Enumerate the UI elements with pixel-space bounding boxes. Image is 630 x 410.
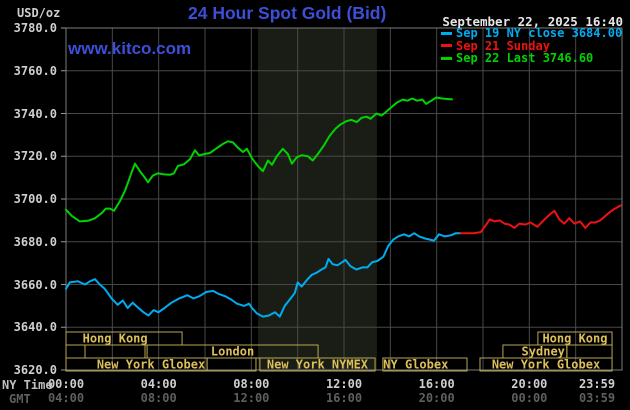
session-label: New York Globex [97, 358, 205, 372]
plot-border [65, 27, 623, 371]
ny-time-tick-label: 16:00 [418, 377, 455, 391]
y-axis-tick-label: 3760.0 [13, 63, 57, 78]
gmt-tick-label: 00:00 [511, 391, 548, 405]
session-box [65, 344, 86, 359]
session-label: New York Globex [492, 358, 600, 372]
session-box [206, 357, 257, 372]
y-axis-tick-label: 3640.0 [13, 320, 57, 335]
ny-time-tick-label: 20:00 [511, 377, 548, 391]
y-axis-unit-label: USD/oz [17, 6, 61, 20]
legend-label: Sep 22 Last 3746.60 [456, 51, 594, 65]
gmt-tick-label: 03:59 [578, 391, 616, 405]
price-line-sep-19-ny-close [65, 232, 462, 318]
y-axis-tick-label: 3620.0 [13, 363, 57, 377]
session-label: London [211, 345, 254, 359]
gmt-tick-label: 04:00 [47, 391, 85, 405]
gmt-tick-label: 16:00 [325, 391, 363, 405]
gmt-tick-label: 08:00 [140, 391, 177, 405]
y-axis-tick-label: 3780.0 [13, 21, 57, 35]
session-label: Hong Kong [83, 332, 148, 346]
session-label: NY Globex [383, 358, 448, 372]
legend-color-dash-icon [441, 56, 452, 60]
legend-color-dash-icon [441, 31, 452, 35]
ny-time-tick-label: 12:00 [325, 377, 363, 391]
kitco-watermark-link[interactable]: www.kitco.com [68, 39, 192, 58]
gmt-tick-label: 20:00 [418, 391, 455, 405]
session-box [84, 344, 146, 359]
y-axis-tick-label: 3720.0 [13, 149, 57, 164]
gmt-tick-label: 12:00 [233, 391, 270, 405]
ny-time-tick-label: 08:00 [233, 377, 270, 391]
session-box [566, 344, 613, 359]
legend-row: Sep 19 NY close 3684.00 [441, 26, 623, 40]
legend-row: Sep 22 Last 3746.60 [441, 51, 622, 65]
legend: Sep 19 NY close 3684.00 Sep 21 Sunday Sep … [441, 26, 623, 65]
y-axis-tick-label: 3660.0 [13, 277, 57, 292]
y-axis-tick-label: 3740.0 [13, 106, 57, 121]
ny-time-axis-label: NY Time [2, 378, 53, 392]
ny-time-tick-label: 04:00 [140, 377, 177, 391]
price-line-sep-22-last [65, 96, 453, 223]
session-label: Hong Kong [542, 332, 607, 346]
y-axis-tick-label: 3680.0 [13, 234, 57, 249]
ny-time-tick-label: 00:00 [47, 377, 85, 391]
legend-color-dash-icon [441, 44, 452, 47]
chart-datetime: September 22, 2025 16:40 [442, 14, 623, 29]
legend-label: Sep 21 Sunday [456, 38, 550, 53]
session-label: New York NYMEX [267, 358, 369, 372]
price-line-sep-21-sunday [459, 204, 622, 235]
legend-label: Sep 19 NY close 3684.00 [456, 26, 623, 40]
legend-row: Sep 21 Sunday [441, 38, 622, 53]
gmt-axis-label: GMT [9, 392, 31, 406]
chart-title: 24 Hour Spot Gold (Bid) [188, 3, 387, 23]
session-label: Sydney [522, 345, 565, 359]
y-axis-tick-label: 3700.0 [13, 192, 57, 206]
session-box-new-york-globex [479, 357, 613, 372]
session-box-ny-globex [382, 357, 468, 372]
session-box-new-york-nymex [259, 357, 376, 372]
ny-time-tick-label: 23:59 [578, 377, 616, 391]
